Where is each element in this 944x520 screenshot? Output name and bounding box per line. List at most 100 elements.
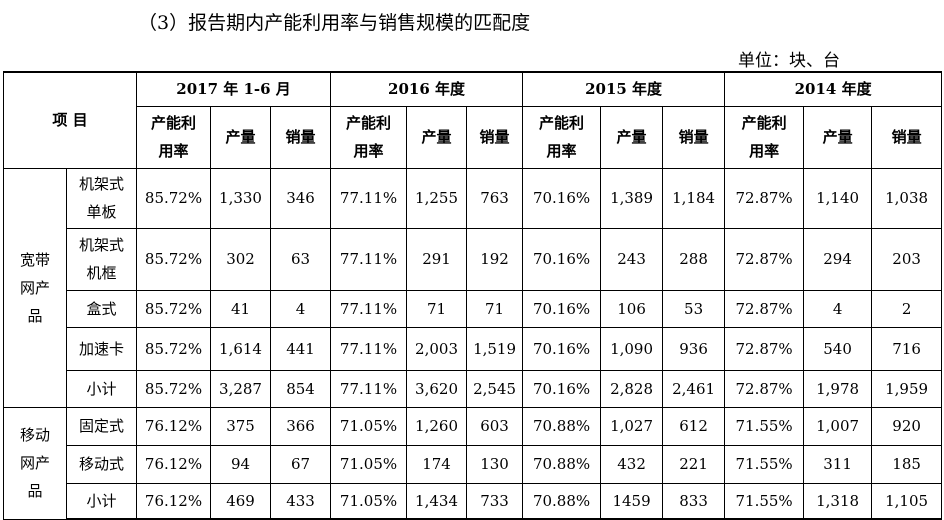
value-cell: 70.88%	[522, 482, 602, 520]
util-rate-header-line: 用率	[353, 142, 384, 160]
value-cell: 85.72%	[136, 289, 212, 328]
value-cell: 1,978	[803, 369, 873, 408]
value-cell: 85.72%	[136, 167, 212, 229]
group-label-line: 移动	[19, 426, 50, 444]
value-cell: 76.12%	[136, 444, 212, 484]
value-cell: 311	[803, 444, 873, 484]
value-cell: 1,318	[803, 482, 873, 520]
value-cell: 76.12%	[136, 406, 212, 446]
util-rate-header-line: 产能利	[346, 114, 392, 132]
value-cell: 243	[600, 227, 664, 291]
row-name: 小计	[65, 482, 138, 520]
value-cell: 70.88%	[522, 406, 602, 446]
value-cell: 302	[210, 227, 272, 291]
group-label-line: 宽带	[19, 250, 50, 269]
value-cell: 67	[270, 444, 332, 484]
capacity-sales-table: 项 目 2017 年 1-6 月 2016 年度 2015 年度 2014 年度 产能利用…	[2, 71, 943, 520]
output-header: 产量	[803, 105, 873, 169]
row-name-line: 机框	[86, 264, 117, 282]
value-cell: 71.05%	[330, 406, 408, 446]
value-cell: 1459	[600, 482, 664, 520]
value-cell: 53	[662, 289, 726, 328]
value-cell: 41	[210, 289, 272, 328]
value-cell: 833	[662, 482, 726, 520]
value-cell: 77.11%	[330, 227, 408, 291]
value-cell: 2,828	[600, 369, 664, 408]
util-rate-header-line: 用率	[158, 142, 189, 160]
value-cell: 540	[803, 326, 873, 371]
value-cell: 1,434	[406, 482, 468, 520]
row-name-line: 小计	[86, 379, 117, 398]
value-cell: 1,038	[871, 167, 943, 229]
section-heading: （3）报告期内产能利用率与销售规模的匹配度	[138, 12, 531, 34]
period-header: 2015 年度	[522, 71, 726, 107]
row-name-line: 移动式	[79, 455, 125, 473]
value-cell: 71	[466, 289, 524, 328]
value-cell: 1,027	[600, 406, 664, 446]
value-cell: 70.16%	[522, 289, 602, 328]
value-cell: 1,260	[406, 406, 468, 446]
util-rate-header-line: 用率	[546, 142, 577, 160]
value-cell: 174	[406, 444, 468, 484]
value-cell: 1,614	[210, 326, 272, 371]
value-cell: 2,545	[466, 369, 524, 408]
table-row: 宽带 网产品机架式 单板 85.72% 1,330 346 77.11% 1,255 763 70…	[3, 167, 943, 408]
util-rate-header-line: 产能利	[741, 114, 787, 132]
value-cell: 77.11%	[330, 289, 408, 328]
row-name-line: 机架式	[79, 236, 125, 254]
value-cell: 920	[871, 406, 943, 446]
value-cell: 733	[466, 482, 524, 520]
output-header: 产量	[406, 105, 468, 169]
value-cell: 72.87%	[724, 227, 805, 291]
period-header: 2014 年度	[724, 71, 943, 107]
row-name: 机架式 机框	[65, 227, 138, 291]
table-row: 盒式 85.72% 41 4 77.11% 71 71 70.16% 106 53 72.87% 4 2	[4, 289, 943, 328]
value-cell: 432	[600, 444, 664, 484]
row-name-line: 盒式	[86, 299, 117, 318]
value-cell: 63	[270, 227, 332, 291]
value-cell: 1,389	[600, 167, 664, 229]
value-cell: 716	[871, 326, 943, 371]
util-rate-header: 产能利 用率	[136, 105, 212, 169]
value-cell: 70.88%	[522, 444, 602, 484]
value-cell: 71.05%	[330, 482, 408, 520]
value-cell: 1,330	[210, 167, 272, 229]
value-cell: 71.55%	[724, 482, 805, 520]
value-cell: 294	[803, 227, 873, 291]
value-cell: 612	[662, 406, 726, 446]
value-cell: 1,184	[662, 167, 726, 229]
value-cell: 2,461	[662, 369, 726, 408]
value-cell: 77.11%	[330, 167, 408, 229]
header-row-periods: 项 目 2017 年 1-6 月 2016 年度 2015 年度 2014 年度	[2, 71, 943, 169]
table-row: 移动式 76.12% 94 67 71.05% 174 130 70.88% 432 221 71.…	[4, 444, 943, 484]
value-cell: 854	[270, 369, 332, 408]
value-cell: 433	[270, 482, 332, 520]
row-name-line: 机架式	[79, 175, 125, 193]
value-cell: 603	[466, 406, 524, 446]
value-cell: 1,007	[803, 406, 873, 446]
row-name: 固定式	[65, 406, 138, 446]
group-label-line: 品	[27, 306, 43, 325]
row-name-line: 加速卡	[79, 339, 125, 358]
row-name: 盒式	[65, 289, 138, 328]
value-cell: 375	[210, 406, 272, 446]
value-cell: 936	[662, 326, 726, 371]
value-cell: 71.55%	[724, 444, 805, 484]
group-label: 移动 网产品	[3, 406, 67, 520]
value-cell: 203	[871, 227, 943, 291]
value-cell: 85.72%	[136, 369, 212, 408]
value-cell: 4	[270, 289, 332, 328]
value-cell: 76.12%	[136, 482, 212, 520]
value-cell: 94	[210, 444, 272, 484]
util-rate-header-line: 用率	[749, 142, 780, 160]
value-cell: 2,003	[406, 326, 468, 371]
sales-header: 销量	[270, 105, 332, 169]
value-cell: 71.55%	[724, 406, 805, 446]
group-label: 宽带 网产品	[3, 167, 67, 408]
util-rate-header-line: 产能利	[151, 114, 197, 132]
value-cell: 192	[466, 227, 524, 291]
row-name-line: 固定式	[79, 417, 125, 435]
period-header: 2016 年度	[330, 71, 524, 107]
value-cell: 85.72%	[136, 227, 212, 291]
value-cell: 71	[406, 289, 468, 328]
